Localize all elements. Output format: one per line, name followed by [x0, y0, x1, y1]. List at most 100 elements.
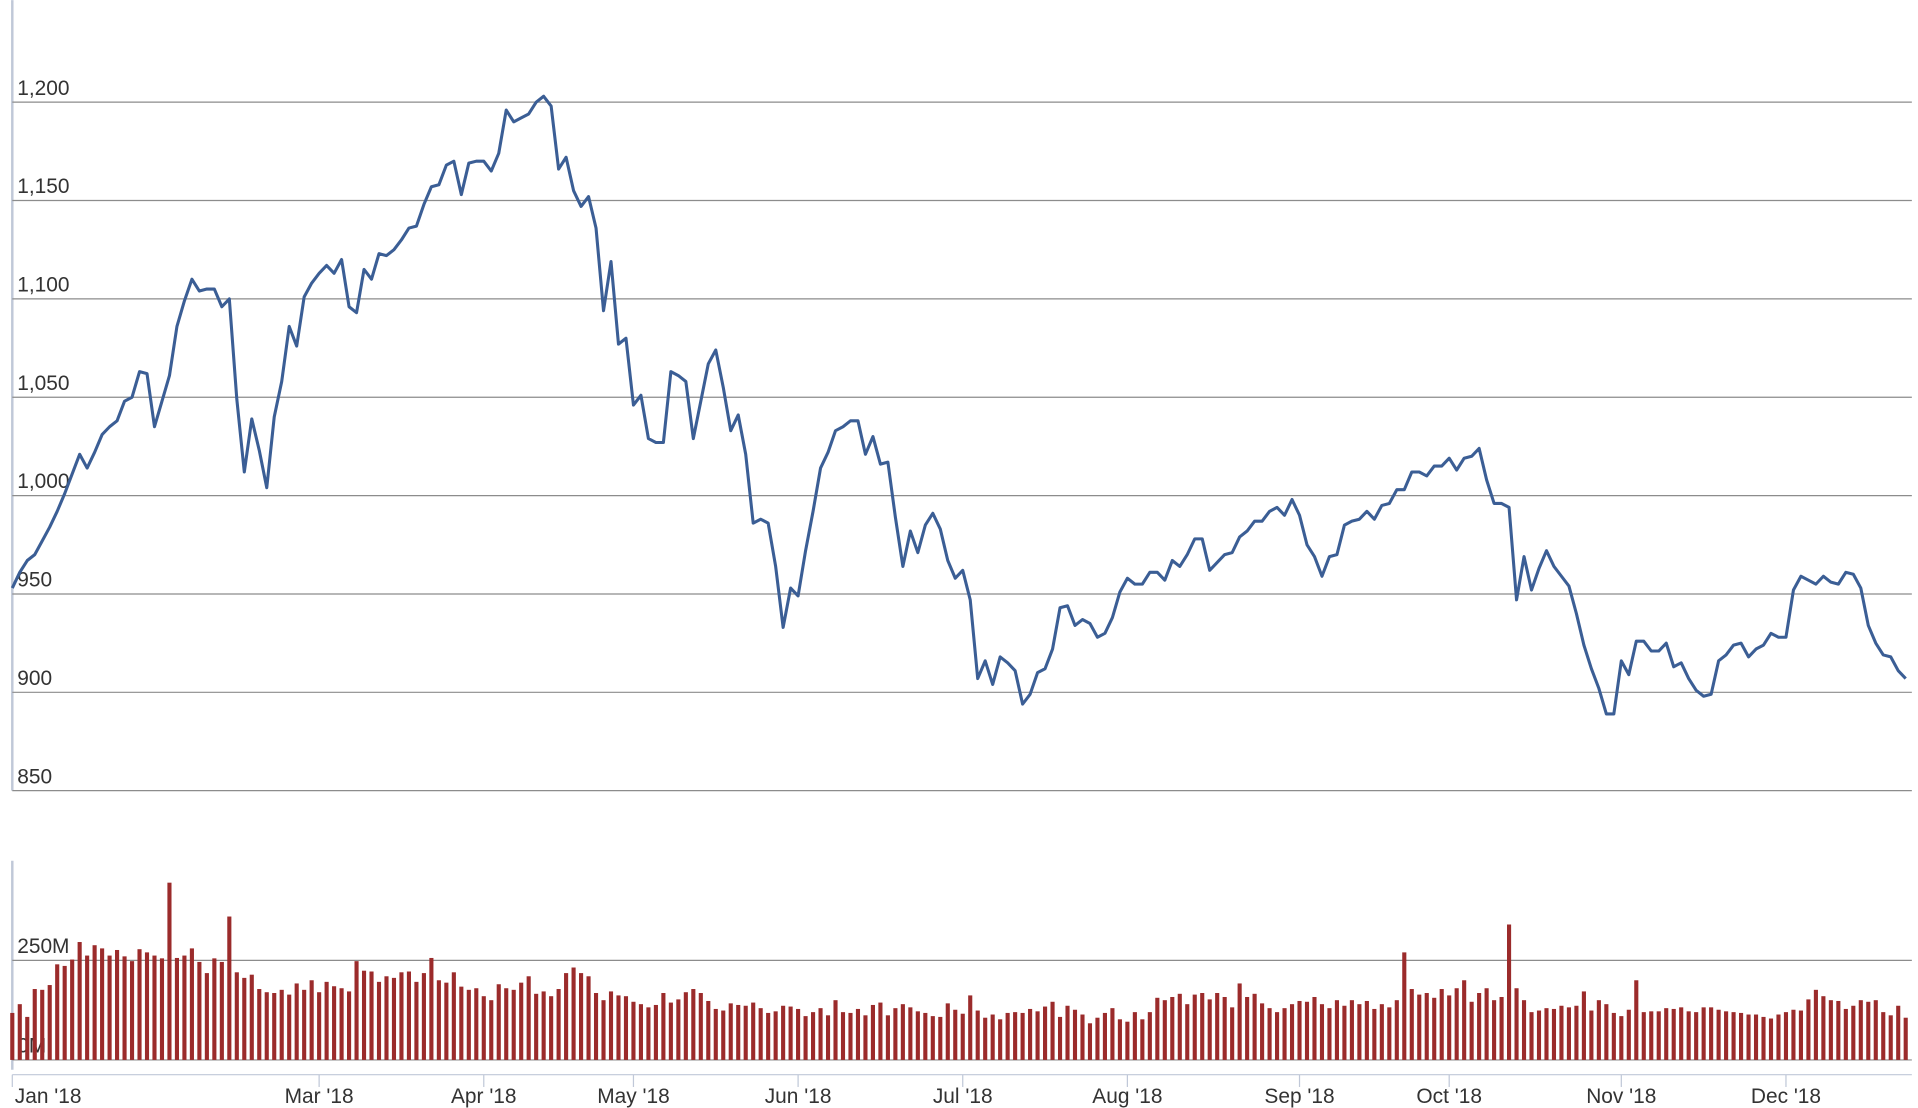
volume-bar	[1267, 1008, 1272, 1060]
volume-bar	[10, 1012, 15, 1060]
volume-bar	[1821, 996, 1826, 1060]
y-tick-label: 950	[17, 569, 52, 592]
volume-bar	[1731, 1012, 1736, 1060]
volume-bar	[1372, 1008, 1377, 1060]
volume-bar	[1761, 1016, 1766, 1060]
volume-bar	[796, 1008, 801, 1060]
volume-bar	[1035, 1011, 1040, 1060]
volume-bar	[1057, 1016, 1063, 1060]
volume-bar	[1207, 999, 1212, 1060]
volume-bar	[1798, 1010, 1803, 1060]
volume-bar	[953, 1009, 958, 1060]
volume-bar	[1641, 1012, 1646, 1060]
y-tick-label: 1,150	[17, 175, 69, 198]
volume-bar	[1117, 1019, 1122, 1060]
volume-bar	[1596, 1000, 1601, 1060]
volume-bar	[369, 971, 374, 1060]
volume-bar	[339, 988, 344, 1060]
volume-bar	[1409, 989, 1414, 1060]
volume-bar	[1499, 996, 1504, 1060]
volume-bar	[1327, 1008, 1332, 1060]
volume-bar	[773, 1011, 778, 1060]
volume-bar	[451, 972, 456, 1060]
volume-bar	[17, 1004, 22, 1060]
volume-bar	[47, 985, 52, 1060]
volume-bar	[115, 949, 120, 1060]
y-tick-label: 1,200	[17, 77, 69, 100]
volume-bar	[227, 916, 232, 1060]
volume-bar	[496, 984, 501, 1060]
volume-bar	[62, 965, 67, 1060]
volume-bar	[1349, 1000, 1354, 1060]
volume-bar	[1162, 1000, 1167, 1060]
volume-bar	[698, 993, 703, 1060]
volume-bar	[70, 959, 75, 1060]
volume-bar	[481, 996, 486, 1060]
volume-bar	[1544, 1008, 1549, 1060]
y-tick-label: 900	[17, 667, 52, 690]
volume-bar	[1611, 1012, 1616, 1060]
volume-bar	[1140, 1019, 1145, 1060]
y-tick-label: 1,050	[17, 372, 69, 395]
volume-bar	[549, 996, 554, 1060]
volume-bar	[803, 1016, 808, 1060]
x-tick-label: Sep '18	[1264, 1085, 1334, 1108]
volume-bar	[1843, 1008, 1848, 1060]
volume-bar	[197, 961, 202, 1060]
volume-bar	[601, 1000, 606, 1060]
volume-bar	[616, 995, 621, 1060]
volume-bar	[1694, 1012, 1699, 1060]
volume-bar	[1724, 1011, 1729, 1060]
volume-bar	[661, 993, 666, 1060]
volume-bar	[855, 1008, 861, 1060]
volume-bar	[489, 1000, 494, 1060]
volume-bar	[706, 1000, 711, 1060]
volume-bar	[848, 1012, 853, 1060]
volume-bar	[878, 1002, 883, 1060]
volume-bar	[1043, 1006, 1048, 1060]
volume-bar	[1342, 1005, 1347, 1060]
volume-bar	[863, 1015, 868, 1060]
volume-bar	[1836, 1000, 1841, 1060]
x-tick-label: Dec '18	[1751, 1085, 1821, 1108]
volume-bar	[152, 955, 157, 1060]
volume-bar	[1177, 993, 1182, 1060]
volume-bar	[534, 993, 539, 1060]
y-tick-label: 1,100	[17, 274, 69, 297]
volume-bar	[1245, 996, 1250, 1060]
volume-bar	[1619, 1016, 1624, 1060]
volume-bar	[1439, 989, 1444, 1060]
volume-bar	[885, 1015, 890, 1060]
x-tick-label: Mar '18	[285, 1085, 354, 1108]
volume-bar	[758, 1008, 763, 1060]
volume-bar	[1536, 1010, 1542, 1060]
volume-bar	[1484, 988, 1489, 1060]
volume-bar	[840, 1012, 846, 1060]
x-tick-label: Aug '18	[1092, 1085, 1162, 1108]
volume-bar	[728, 1003, 733, 1060]
volume-bar	[137, 949, 142, 1060]
volume-bar	[1492, 1000, 1497, 1060]
volume-bar	[159, 958, 165, 1060]
volume-bar	[1559, 1005, 1564, 1060]
volume-bar	[1813, 989, 1818, 1060]
volume-bar	[1192, 994, 1197, 1060]
volume-bar	[990, 1014, 995, 1060]
volume-bar	[1147, 1012, 1152, 1060]
volume-bar	[436, 980, 441, 1060]
volume-bar	[923, 1012, 928, 1060]
volume-bar	[1402, 952, 1407, 1060]
volume-bar	[1080, 1014, 1085, 1060]
volume-bar	[1200, 993, 1205, 1060]
volume-bar	[1155, 997, 1160, 1060]
volume-bar	[593, 993, 599, 1060]
volume-bar	[1364, 1000, 1369, 1060]
volume-bar	[1462, 980, 1467, 1060]
volume-bar	[1469, 1001, 1474, 1060]
volume-bar	[204, 973, 209, 1060]
volume-bar	[586, 976, 591, 1060]
volume-bar	[1746, 1014, 1751, 1060]
volume-bar	[421, 973, 426, 1060]
volume-bar	[167, 882, 172, 1060]
volume-bar	[25, 1016, 30, 1060]
